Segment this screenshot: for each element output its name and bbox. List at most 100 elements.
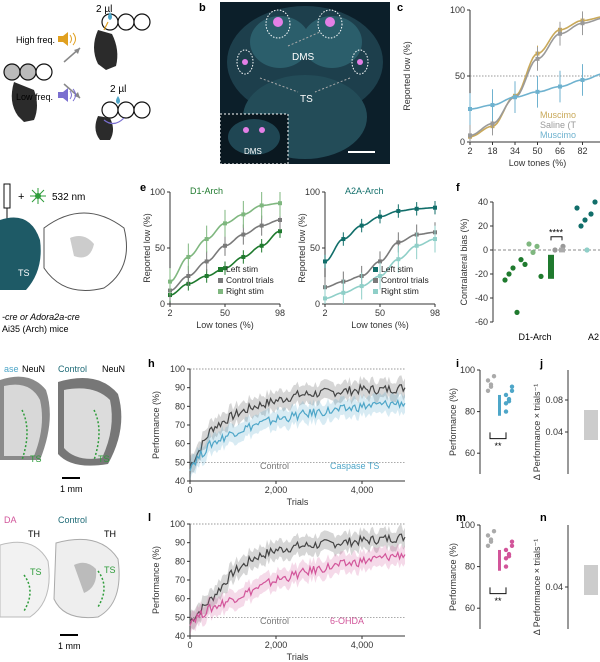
x-axis-label: Low tones (%) [509, 158, 567, 168]
panel-l-chart: 40 50 60 70 80 90 100 0 2,000 4,000 Trials Performa… [151, 519, 406, 662]
y-axis-label: Contralateral bias (%) [459, 218, 469, 305]
data-point [485, 388, 491, 393]
sem-band [190, 375, 405, 476]
legend-entry: Left stim [226, 264, 258, 274]
panel-m-chart: 60 80 100 Performance (%) ** [448, 520, 515, 629]
legend-swatch [373, 278, 378, 283]
legend-entry: Control [260, 616, 289, 626]
panel-f-chart: 40 20 0 -20 -40 -60 Contralateral bias (%) ****… [459, 197, 600, 342]
data-point [378, 214, 382, 219]
significance-stars: **** [549, 228, 564, 238]
data-point [580, 21, 585, 26]
mouse-line-caption-2: Ai35 (Arch) mice [2, 324, 69, 334]
mouse-icon [95, 116, 113, 140]
y-tick-label: 0 [160, 299, 165, 309]
ts-label-d: TS [18, 268, 30, 278]
y-tick-label: 70 [175, 575, 185, 585]
data-point [490, 103, 495, 108]
data-point [506, 551, 512, 557]
panel-label-e: e [140, 182, 147, 194]
sem-band [190, 524, 405, 631]
y-tick-label: 0.04 [545, 582, 563, 592]
mouse-icon [94, 30, 118, 70]
y-tick-label: 0 [460, 137, 465, 147]
y-tick-label: 100 [170, 519, 185, 529]
data-point [503, 392, 509, 398]
panel-a-schematic: 2 µl 2 µl High freq. Low freq. [3, 4, 151, 140]
scale-label-k: 1 mm [58, 641, 81, 651]
panel-label-h: h [148, 358, 155, 370]
sem-band [190, 391, 405, 480]
data-point [223, 243, 227, 248]
data-point [506, 271, 512, 277]
panel-c-chart: 0 50 100 2 18 34 50 66 82 Low tones (%) Reported l… [402, 5, 600, 168]
significance-stars: ** [494, 441, 502, 451]
y-tick-label: 100 [305, 187, 320, 197]
x-tick-label: 18 [487, 146, 497, 156]
y-tick-label: 40 [175, 631, 185, 641]
box-ctrl [559, 247, 565, 253]
x-tick-label: 34 [510, 146, 520, 156]
y-tick-label: 100 [150, 187, 165, 197]
data-point [241, 232, 246, 237]
group-label: A2 [588, 332, 599, 342]
x-axis-label: Low tones (%) [196, 320, 254, 330]
ts-label-k1: TS [30, 567, 42, 577]
data-point [503, 409, 509, 414]
water-drop-icon [108, 12, 112, 20]
x-tick-label: 98 [275, 308, 285, 318]
data-point [485, 378, 491, 383]
panel-j-chart: Δ Performance × trials⁻¹ 0.04 0.08 [532, 370, 598, 480]
legend-entry: Control trials [381, 275, 429, 285]
data-point [522, 261, 528, 267]
box-d1 [548, 254, 554, 279]
low-freq-label: Low freq. [16, 92, 53, 102]
legend-entry: Saline (T [540, 120, 577, 130]
data-point [503, 547, 509, 553]
y-axis-label: Performance (%) [448, 543, 458, 611]
legend-entry: Control [260, 461, 289, 471]
data-point [223, 221, 227, 226]
caspase-label: ase [4, 364, 19, 374]
data-point [534, 243, 540, 249]
data-point [491, 374, 497, 379]
data-point [530, 249, 536, 255]
data-point [485, 543, 491, 548]
data-point [323, 259, 327, 264]
dms-label: DMS [292, 52, 315, 63]
data-point [396, 257, 401, 262]
data-point [490, 121, 495, 126]
water-drop-icon [116, 96, 120, 104]
legend-entry: Muscimo [540, 110, 576, 120]
median-box [498, 394, 501, 416]
legend-swatch [373, 289, 378, 294]
legend-swatch [218, 267, 223, 272]
speaker-icon-low [58, 88, 76, 102]
series-line [189, 398, 406, 471]
series-line [469, 16, 600, 138]
data-point [580, 77, 585, 82]
significance-bracket [489, 432, 507, 440]
data-point [204, 274, 209, 278]
data-point [513, 95, 517, 100]
panel-k-histology: DA Control TH TH TS TS 1 mm [0, 515, 120, 651]
data-point [491, 529, 497, 534]
panel-label-f: f [456, 182, 460, 194]
ts-label: TS [300, 94, 313, 105]
dose-label-bottom: 2 µl [110, 84, 126, 95]
panel-g-histology: ase Control NeuN NeuN TS TS 1 mm [0, 364, 125, 494]
panel-h-chart: 40 50 60 70 80 90 100 0 2,000 4,000 Trials Performa… [151, 364, 406, 507]
x-tick-label: 82 [577, 146, 587, 156]
y-tick-label: 100 [170, 364, 185, 374]
legend-swatch [373, 267, 378, 272]
data-point [502, 277, 508, 283]
data-point [259, 203, 264, 208]
data-point [186, 254, 191, 259]
data-point [588, 211, 594, 217]
ohda-label: DA [4, 515, 17, 525]
panel-d-schematic: + 532 nm TS -cre or Adora2a-cre Ai35 (Ar… [0, 183, 127, 334]
panel-n-chart: Δ Performance × trials⁻¹ 0.04 [532, 525, 598, 635]
data-point [468, 133, 472, 138]
y-tick-label: 60 [175, 439, 185, 449]
data-point [433, 205, 437, 210]
